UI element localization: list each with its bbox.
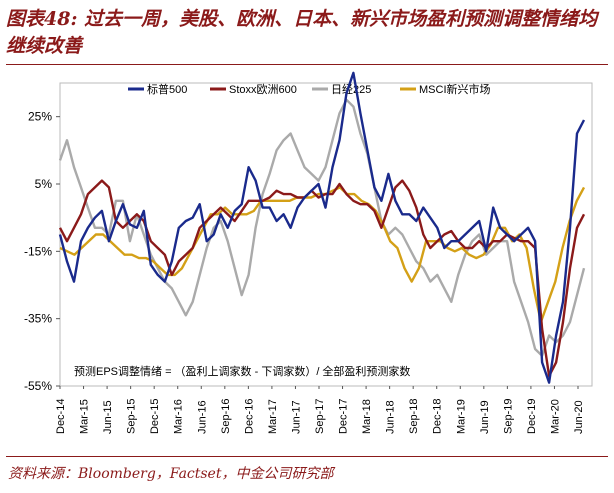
x-tick-label: Sep-16 — [220, 399, 232, 434]
x-tick-label: Mar-20 — [549, 399, 561, 434]
x-axis: Dec-14 Mar-15 Jun-15 Sep-15 Dec-15 Mar-16 Jun-… — [55, 386, 585, 434]
y-tick-label: -15% — [24, 244, 52, 258]
legend: 标普500 Stoxx欧洲600 日经225 MSCI新兴市场 — [128, 82, 491, 96]
y-axis: 25% 5% -15% -35% -55% — [24, 110, 60, 393]
x-tick-label: Jun-15 — [102, 400, 114, 434]
source-divider — [6, 456, 608, 457]
x-tick-label: Mar-15 — [79, 399, 91, 434]
plot-area — [59, 82, 593, 387]
series-line-1 — [58, 179, 586, 378]
x-tick-label: Mar-18 — [361, 399, 373, 434]
y-tick-label: -55% — [24, 379, 52, 393]
x-tick-label: Dec-17 — [338, 399, 350, 434]
x-tick-label: Sep-19 — [502, 399, 514, 434]
legend-label-3: MSCI新兴市场 — [419, 82, 491, 96]
legend-label-2: 日经225 — [331, 83, 371, 96]
x-tick-label: Dec-14 — [55, 399, 67, 434]
legend-label-0: 标普500 — [147, 82, 187, 96]
x-tick-label: Dec-18 — [432, 399, 444, 434]
source-note: 资料来源：Bloomberg，Factset，中金公司研究部 — [8, 466, 334, 482]
series-line-3 — [59, 186, 586, 324]
series-line-0 — [58, 71, 586, 384]
series-layer — [58, 71, 586, 384]
y-tick-label: 5% — [35, 177, 53, 191]
x-tick-label: Dec-16 — [243, 399, 255, 434]
x-tick-label: Sep-15 — [126, 399, 138, 434]
x-tick-label: Sep-17 — [314, 399, 326, 434]
chart-annotation: 预测EPS调整情绪 = （盈利上调家数 - 下调家数）/ 全部盈利预测家数 — [74, 364, 410, 378]
x-tick-label: Jun-19 — [479, 400, 491, 434]
x-tick-label: Dec-19 — [526, 399, 538, 434]
x-tick-label: Jun-18 — [385, 400, 397, 434]
x-tick-label: Mar-19 — [455, 399, 467, 434]
x-tick-label: Jun-20 — [573, 400, 585, 434]
x-tick-label: Jun-17 — [290, 400, 302, 434]
x-tick-label: Jun-16 — [196, 400, 208, 434]
y-tick-label: 25% — [28, 110, 52, 124]
title-divider — [6, 64, 608, 65]
x-tick-label: Dec-15 — [149, 399, 161, 434]
legend-label-1: Stoxx欧洲600 — [229, 83, 297, 96]
x-tick-label: Mar-16 — [173, 399, 185, 434]
x-tick-label: Sep-18 — [408, 399, 420, 434]
x-tick-label: Mar-17 — [267, 399, 279, 434]
y-tick-label: -35% — [24, 312, 52, 326]
chart-title: 图表48: 过去一周，美股、欧洲、日本、新兴市场盈利预测调整情绪均继续改善 — [6, 8, 598, 57]
plot-frame — [59, 82, 593, 387]
